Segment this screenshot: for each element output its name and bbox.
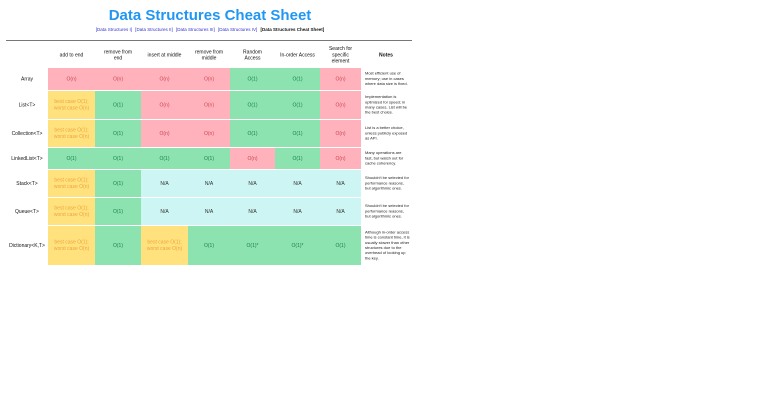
nav-link-data-structures-4[interactable]: [Data Structures IV] [218, 27, 258, 32]
corner-header [6, 44, 48, 67]
complexity-cell: O(n) [230, 148, 275, 169]
complexity-cell: O(1) [95, 148, 141, 169]
complexity-cell: N/A [275, 198, 320, 225]
page-title: Data Structures Cheat Sheet [108, 7, 312, 24]
complexity-cell: N/A [141, 198, 188, 225]
table-row-dictionary: Dictionary<K,T> best case O(1); worst ca… [6, 226, 411, 265]
complexity-cell: O(1) [95, 170, 141, 197]
complexity-cell: O(n) [141, 68, 188, 90]
complexity-cell: best case O(1); worst case O(n) [48, 198, 95, 225]
complexity-cell: O(1) [95, 120, 141, 147]
complexity-cell: best case O(1); worst case O(n) [48, 120, 95, 147]
complexity-cell: O(n) [188, 91, 230, 119]
complexity-cell: N/A [230, 198, 275, 225]
complexity-cell: O(1) [188, 148, 230, 169]
complexity-cell: O(1) [275, 148, 320, 169]
col-header-add-to-end: add to end [59, 52, 84, 58]
complexity-table: add to end remove from end insert at mid… [6, 43, 411, 266]
nav-link-data-structures-3[interactable]: [Data Structures III] [175, 27, 215, 32]
row-label: Queue<T> [6, 198, 48, 225]
complexity-cell: O(1) [230, 91, 275, 119]
complexity-cell: O(1) [95, 91, 141, 119]
complexity-cell: O(n) [320, 120, 361, 147]
complexity-cell: O(1) [320, 226, 361, 265]
complexity-cell: O(1) [275, 91, 320, 119]
nav-link-data-structures-2[interactable]: [Data Structures II] [135, 27, 173, 32]
complexity-cell: O(n) [95, 68, 141, 90]
col-header-insert-at-middle: insert at middle [147, 52, 182, 58]
row-label: Array [6, 68, 48, 90]
col-header-remove-from-middle: remove from middle [194, 49, 224, 61]
col-header-random-access: Random Access [243, 49, 262, 61]
page-scaler: Data Structures Cheat Sheet [Data Struct… [0, 0, 420, 266]
complexity-cell: O(n) [188, 68, 230, 90]
complexity-cell: O(1)* [275, 226, 320, 265]
complexity-cell: O(n) [320, 68, 361, 90]
divider [6, 40, 412, 41]
notes-cell: Shouldn't be selected for performance re… [361, 198, 411, 225]
col-header-notes: Notes [379, 52, 393, 58]
notes-cell: Shouldn't be selected for performance re… [361, 170, 411, 197]
complexity-cell: N/A [230, 170, 275, 197]
complexity-cell: O(n) [141, 91, 188, 119]
complexity-cell: N/A [141, 170, 188, 197]
complexity-cell: O(1) [95, 198, 141, 225]
complexity-cell: N/A [320, 170, 361, 197]
notes-cell: Most efficient use of memory; use in cas… [361, 68, 411, 90]
complexity-cell: O(1) [275, 68, 320, 90]
complexity-cell: O(1) [275, 120, 320, 147]
complexity-cell: best case O(1); worst case O(n) [48, 91, 95, 119]
breadcrumb-nav: [Data Structures I] [Data Structures II]… [6, 27, 414, 32]
complexity-cell: N/A [188, 198, 230, 225]
complexity-cell: N/A [188, 170, 230, 197]
cheat-sheet-page: Data Structures Cheat Sheet [Data Struct… [0, 0, 414, 266]
col-header-remove-from-end: remove from end [103, 49, 133, 61]
notes-cell: List is a better choice, unless publicly… [361, 120, 411, 147]
complexity-cell: best case O(1); worst case O(n) [141, 226, 188, 265]
row-label: Dictionary<K,T> [6, 226, 48, 265]
row-label: LinkedList<T> [6, 148, 48, 169]
notes-cell: Implementation is optimized for speed; i… [361, 91, 411, 119]
complexity-cell: O(n) [141, 120, 188, 147]
complexity-cell: O(1) [230, 68, 275, 90]
table-row-array: Array O(n) O(n) O(n) O(n) O(1) O(1) O(n)… [6, 68, 411, 90]
complexity-cell: O(n) [320, 91, 361, 119]
row-label: Collection<T> [6, 120, 48, 147]
complexity-cell: O(1) [141, 148, 188, 169]
header-row: add to end remove from end insert at mid… [6, 44, 411, 67]
complexity-cell: O(1)* [230, 226, 275, 265]
complexity-cell: best case O(1); worst case O(n) [48, 170, 95, 197]
complexity-cell: N/A [320, 198, 361, 225]
row-label: Stack<T> [6, 170, 48, 197]
table-row-linkedlist: LinkedList<T> O(1) O(1) O(1) O(1) O(n) O… [6, 148, 411, 169]
complexity-cell: O(1) [188, 226, 230, 265]
complexity-cell: O(n) [188, 120, 230, 147]
notes-cell: Although in-order access time is constan… [361, 226, 411, 265]
complexity-cell: O(n) [320, 148, 361, 169]
complexity-cell: O(1) [95, 226, 141, 265]
table-row-stack: Stack<T> best case O(1); worst case O(n)… [6, 170, 411, 197]
complexity-cell: O(1) [48, 148, 95, 169]
complexity-cell: O(1) [230, 120, 275, 147]
col-header-in-order-access: In-order Access [280, 52, 315, 58]
nav-link-data-structures-1[interactable]: [Data Structures I] [95, 27, 132, 32]
nav-current-page: [Data Structures Cheat Sheet] [260, 27, 325, 32]
complexity-cell: N/A [275, 170, 320, 197]
table-row-list: List<T> best case O(1); worst case O(n) … [6, 91, 411, 119]
table-row-collection: Collection<T> best case O(1); worst case… [6, 120, 411, 147]
table-row-queue: Queue<T> best case O(1); worst case O(n)… [6, 198, 411, 225]
row-label: List<T> [6, 91, 48, 119]
notes-cell: Many operations are fast, but watch out … [361, 148, 411, 169]
complexity-cell: O(n) [48, 68, 95, 90]
complexity-cell: best case O(1); worst case O(n) [48, 226, 95, 265]
col-header-search: Search for specific element [328, 46, 353, 65]
